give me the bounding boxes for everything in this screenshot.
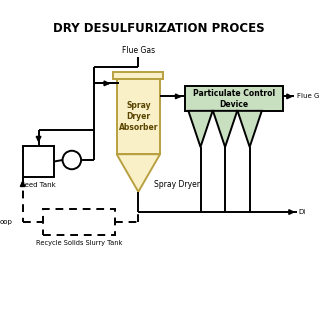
Polygon shape — [117, 79, 160, 154]
Text: oop: oop — [0, 219, 12, 225]
Bar — [185, 86, 283, 111]
Text: Flue G: Flue G — [297, 93, 319, 100]
Text: Feed Tank: Feed Tank — [21, 182, 56, 188]
Text: Recycle Solids Slurry Tank: Recycle Solids Slurry Tank — [36, 239, 122, 245]
Polygon shape — [188, 111, 213, 147]
Polygon shape — [117, 154, 160, 192]
Bar — [43, 209, 115, 235]
Text: Spray
Dryer
Absorber: Spray Dryer Absorber — [119, 101, 158, 132]
Bar — [23, 146, 54, 177]
Text: DRY DESULFURIZATION PROCES: DRY DESULFURIZATION PROCES — [53, 22, 264, 35]
Text: Flue Gas: Flue Gas — [122, 46, 155, 55]
Circle shape — [63, 151, 81, 169]
Text: Particulate Control
Device: Particulate Control Device — [193, 89, 275, 108]
Polygon shape — [237, 111, 262, 147]
Text: Di: Di — [299, 209, 306, 215]
Polygon shape — [113, 72, 164, 79]
Text: Spray Dryer: Spray Dryer — [154, 180, 200, 189]
Polygon shape — [213, 111, 237, 147]
